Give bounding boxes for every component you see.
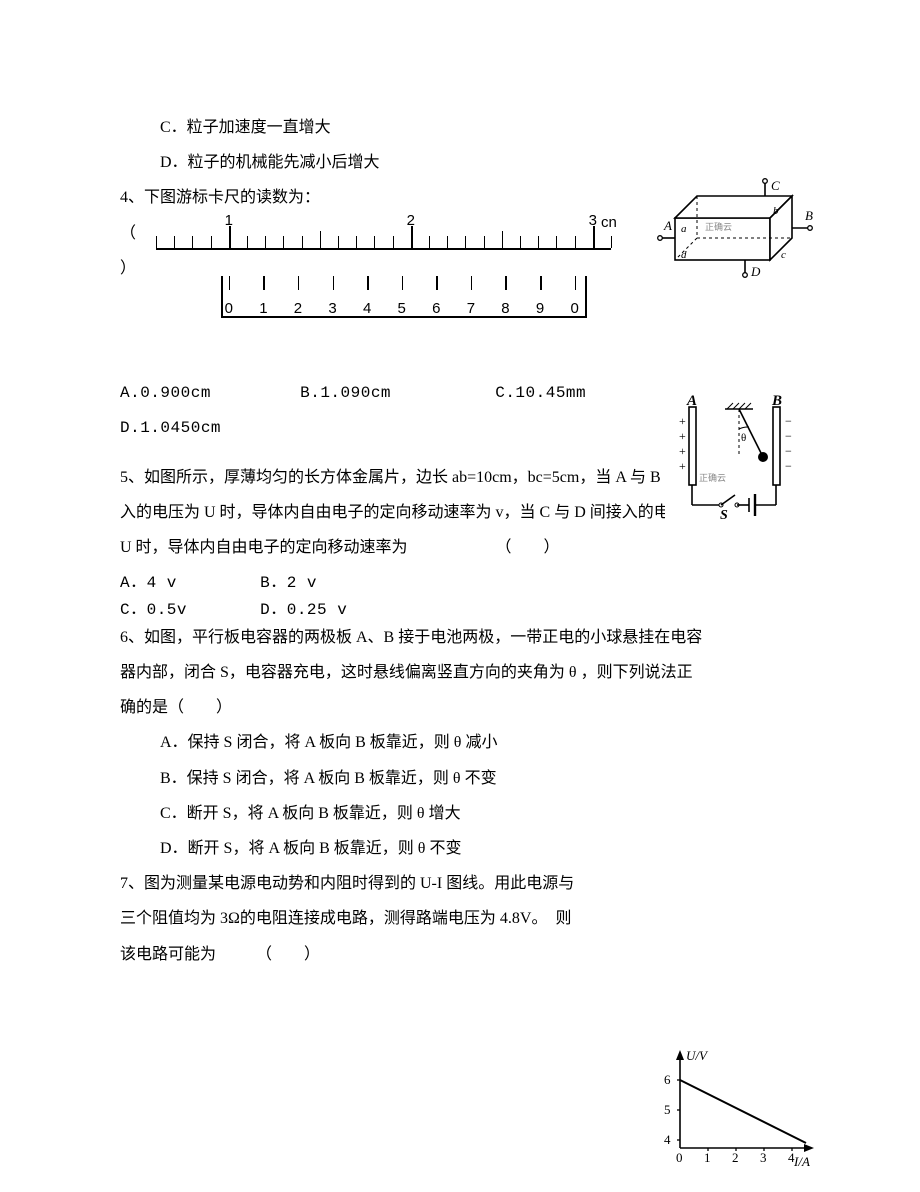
q4-opt-c: C.10.45mm	[495, 376, 586, 411]
svg-text:θ: θ	[741, 432, 746, 444]
svg-text:+: +	[679, 459, 686, 473]
q6-stem-l2: 器内部，闭合 S，电容器充电，这时悬线偏离竖直方向的夹角为 θ ，则下列说法正	[120, 655, 800, 690]
svg-text:A: A	[686, 395, 697, 409]
q3-option-d: D．粒子的机械能先减小后增大	[120, 145, 800, 180]
svg-text:−: −	[785, 444, 792, 458]
svg-text:2: 2	[732, 1150, 739, 1165]
q7-stem-l2: 三个阻值均为 3Ω的电阻连接成电路，测得路端电压为 4.8V。 则	[120, 901, 800, 936]
q6-stem-l3: 确的是（ ）	[120, 690, 800, 725]
svg-text:+: +	[679, 444, 686, 458]
svg-text:−: −	[785, 414, 792, 428]
svg-text:4: 4	[664, 1132, 671, 1147]
q7-stem-l3: 该电路可能为 （ ）	[120, 937, 800, 972]
svg-text:−: −	[785, 429, 792, 443]
q7-ui-graph: 4 5 6 0 1 2 3 4 U/V I/A	[650, 1048, 820, 1168]
svg-text:−: −	[785, 459, 792, 473]
svg-text:U/V: U/V	[686, 1048, 709, 1063]
svg-text:B: B	[771, 395, 782, 409]
svg-text:S: S	[720, 508, 728, 523]
q7-stem-l1: 7、图为测量某电源电动势和内阻时得到的 U-I 图线。用此电源与	[120, 866, 800, 901]
q6-opt-b: B．保持 S 闭合，将 A 板向 B 板靠近，则 θ 不变	[120, 761, 800, 796]
label-C: C	[771, 178, 780, 193]
q6-figure-capacitor: A + + + + B − − − − θ	[665, 395, 805, 525]
svg-text:+: +	[679, 429, 686, 443]
svg-text:5: 5	[664, 1102, 671, 1117]
svg-text:6: 6	[664, 1072, 671, 1087]
svg-text:1: 1	[704, 1150, 711, 1165]
q6-stem-l1: 6、如图，平行板电容器的两极板 A、B 接于电池两极，一带正电的小球悬挂在电容	[120, 620, 800, 655]
label-B: B	[805, 208, 813, 223]
q6-opt-c: C．断开 S，将 A 板向 B 板靠近，则 θ 增大	[120, 796, 800, 831]
q4-paren-close: ）	[120, 251, 136, 286]
svg-text:3: 3	[760, 1150, 767, 1165]
svg-text:0: 0	[676, 1150, 683, 1165]
q6-opt-a: A．保持 S 闭合，将 A 板向 B 板靠近，则 θ 减小	[120, 725, 800, 760]
svg-text:+: +	[679, 414, 686, 428]
vernier-caliper-figure: 123cn01234567890	[136, 210, 800, 340]
q4-opt-b: B.1.090cm	[300, 376, 485, 411]
svg-text:正确云: 正确云	[699, 472, 726, 483]
q6-opt-d: D．断开 S，将 A 板向 B 板靠近，则 θ 不变	[120, 831, 800, 866]
q3-option-c: C．粒子加速度一直增大	[120, 110, 800, 145]
q4-paren-open: （	[120, 216, 136, 251]
q4-opt-a: A.0.900cm	[120, 376, 290, 411]
q5-stem-l3: U 时，导体内自由电子的定向移动速率为 （ ）	[120, 530, 800, 565]
svg-text:I/A: I/A	[793, 1154, 810, 1168]
